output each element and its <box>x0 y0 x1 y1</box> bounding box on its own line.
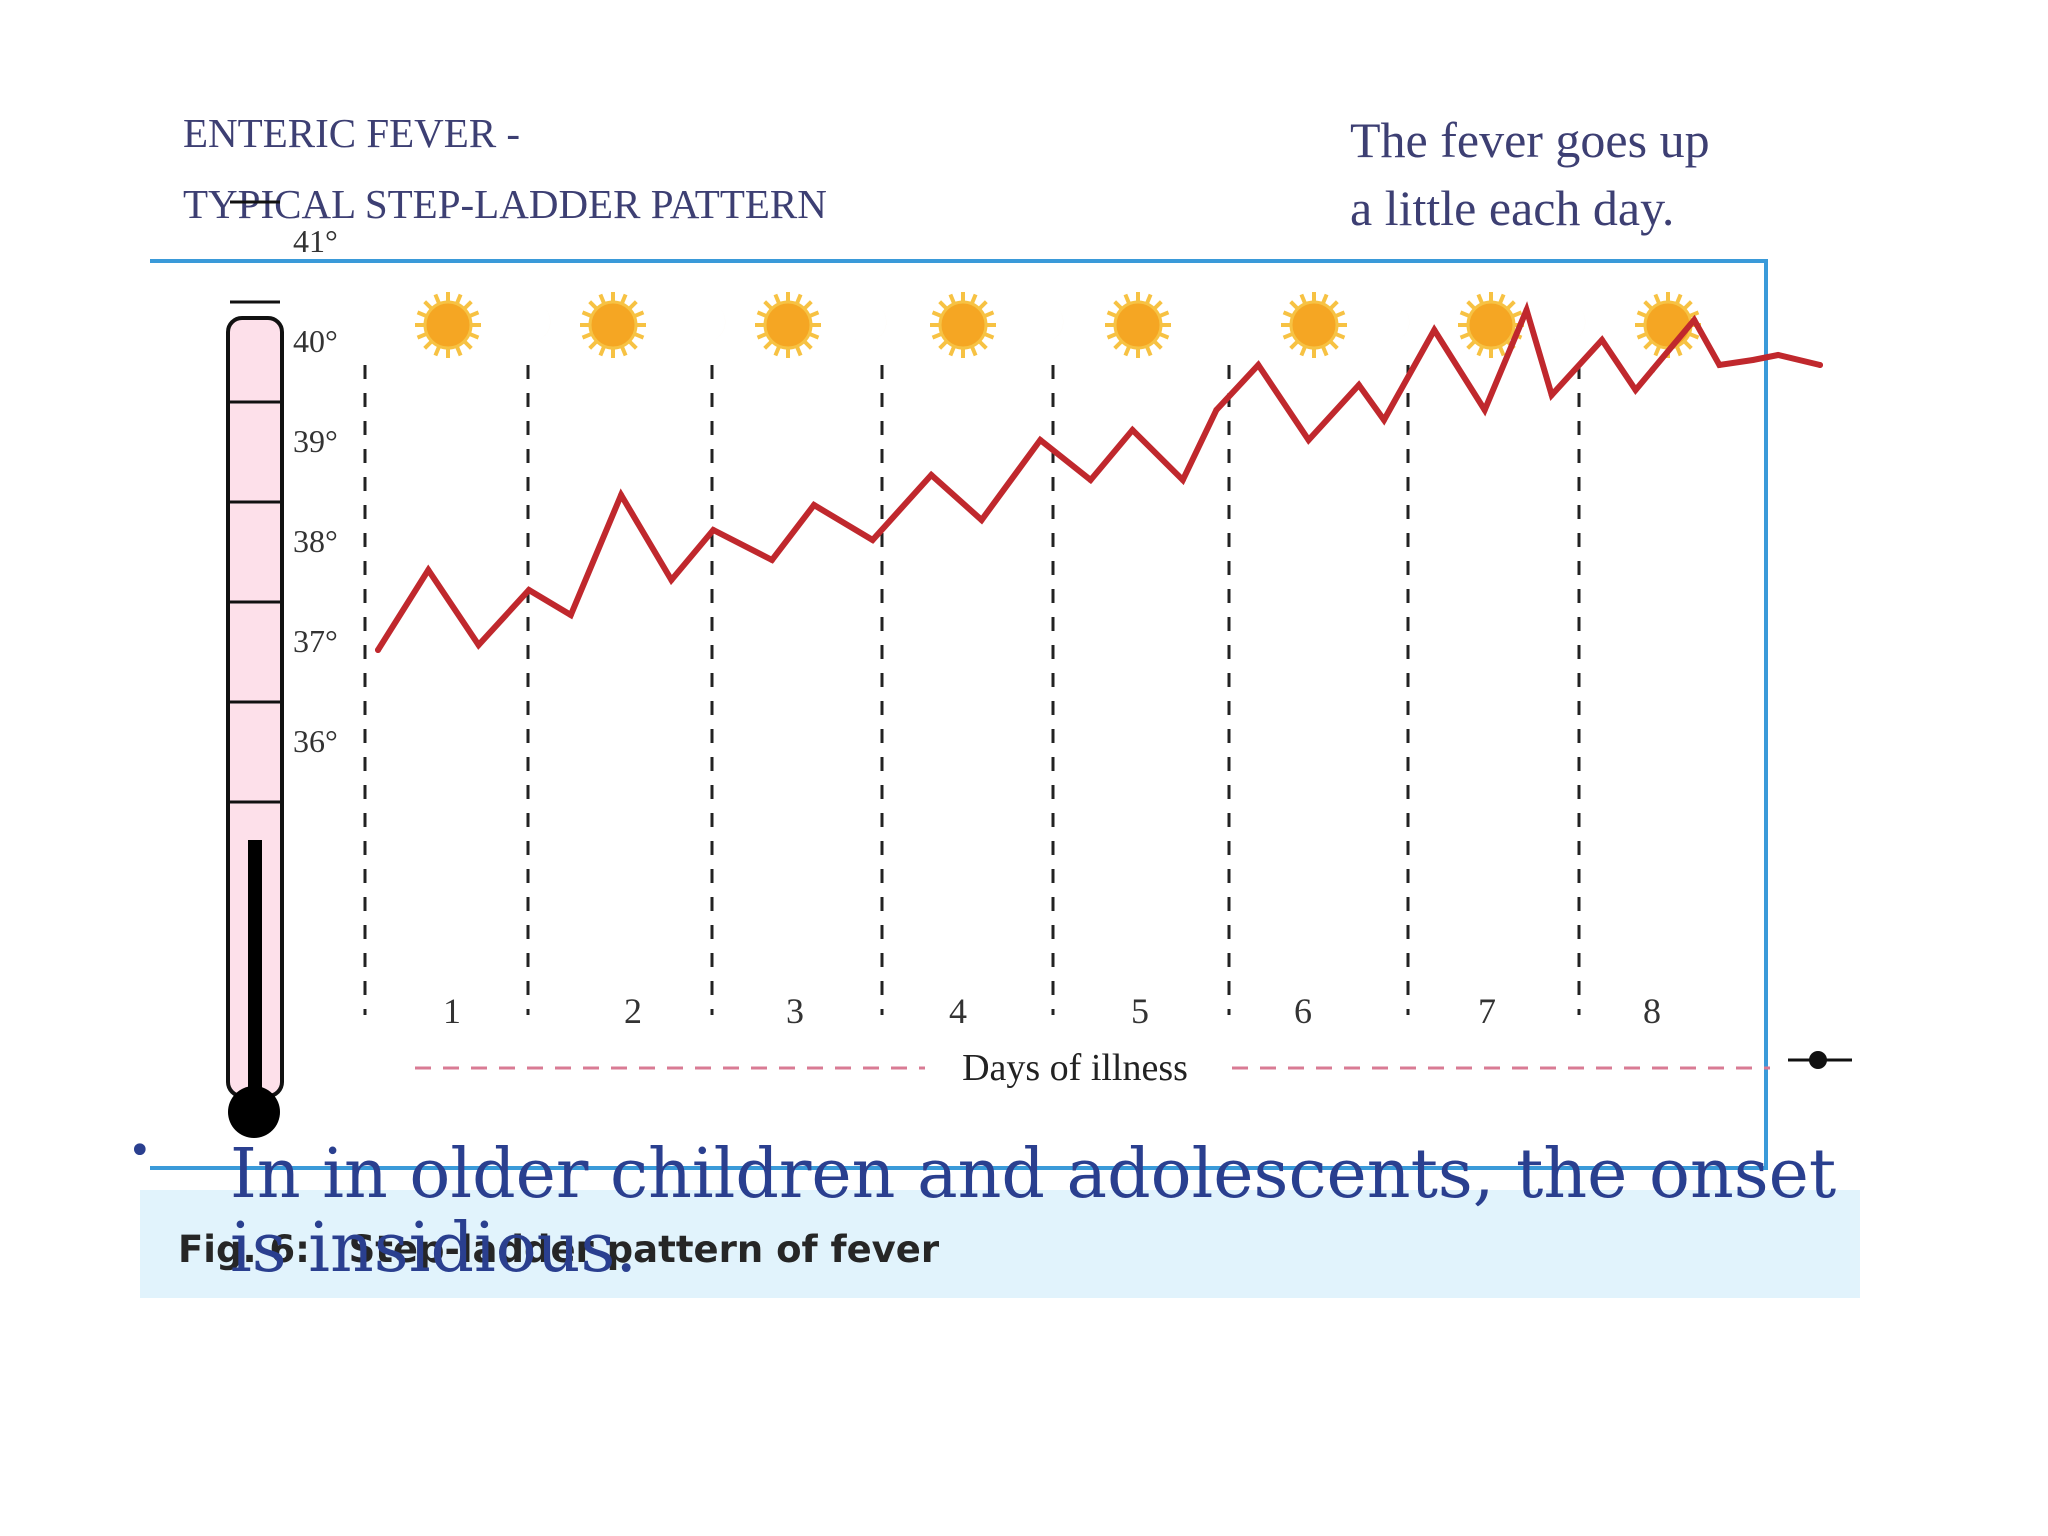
fever-point <box>1523 307 1530 313</box>
fever-point <box>769 557 776 563</box>
figure-title-line2: TYPICAL STEP-LADDER PATTERN <box>183 181 827 227</box>
moon-icon <box>1032 305 1064 343</box>
sun-icon <box>580 292 646 358</box>
moon-icon <box>1204 305 1236 343</box>
fever-point <box>1305 437 1312 443</box>
y-tick-label: 40° <box>293 323 338 359</box>
moon-icon <box>1378 305 1410 343</box>
x-tick-label: 3 <box>786 991 804 1031</box>
y-tick-label: 38° <box>293 523 338 559</box>
moon-icon <box>519 305 551 343</box>
moon-icon <box>1554 305 1586 343</box>
fever-point <box>375 647 381 653</box>
fever-point <box>1255 362 1262 368</box>
x-tick-label: 2 <box>624 991 642 1031</box>
fever-point <box>1649 367 1656 373</box>
fever-point <box>1817 362 1823 368</box>
x-tick-label: 5 <box>1131 991 1149 1031</box>
fever-point <box>1691 317 1698 323</box>
thermometer-bulb <box>228 1086 280 1138</box>
fever-point <box>1599 337 1606 343</box>
fever-series <box>375 301 1823 653</box>
fever-point <box>1129 427 1136 433</box>
x-axis-label: Days of illness <box>962 1047 1188 1089</box>
x-tick-label: 7 <box>1478 991 1496 1031</box>
fever-point <box>567 612 574 618</box>
fever-point <box>1775 352 1782 358</box>
sun-icon <box>415 292 481 358</box>
thermometer-mercury <box>248 840 262 1090</box>
x-tick-label: 6 <box>1294 991 1312 1031</box>
y-tick-label: 37° <box>293 623 338 659</box>
moon-icon <box>694 305 726 343</box>
figure-note-line2: a little each day. <box>1350 180 1674 236</box>
fever-point <box>1632 387 1639 393</box>
sun-icon <box>1635 292 1701 358</box>
sun-icon <box>1105 292 1171 358</box>
x-tick-labels: 1 2 3 4 5 6 7 8 <box>443 991 1661 1031</box>
fever-point <box>475 642 482 648</box>
thermometer-scale-lines <box>230 200 280 804</box>
fever-point <box>1037 437 1044 443</box>
caption-band <box>140 1190 1860 1298</box>
x-tick-label: 1 <box>443 991 461 1031</box>
day-divider-lines <box>363 365 1581 1015</box>
fever-point <box>1431 327 1438 333</box>
fever-point <box>1716 362 1723 368</box>
fever-point <box>425 567 432 573</box>
x-tick-label: 8 <box>1643 991 1661 1031</box>
y-tick-labels: 41° 40° 39° 38° 37° 36° <box>293 223 338 759</box>
fever-point <box>618 492 625 498</box>
thermometer <box>226 200 284 1138</box>
fever-point <box>978 517 985 523</box>
sun-icon <box>755 292 821 358</box>
x-tick-label: 4 <box>949 991 967 1031</box>
sun-icon <box>1458 292 1524 358</box>
y-tick-label: 41° <box>293 223 338 259</box>
fever-point <box>1213 407 1220 413</box>
fever-point <box>1179 477 1186 483</box>
fever-point <box>1548 392 1555 398</box>
moon-icon <box>855 305 887 343</box>
day-night-icons <box>415 292 1701 358</box>
axis-arrow-dot <box>1809 1051 1827 1069</box>
fever-point <box>710 527 717 533</box>
y-tick-label: 36° <box>293 723 338 759</box>
figure-note-line1: The fever goes up <box>1350 112 1710 168</box>
bullet-text: In in older children and adolescents, th… <box>230 1135 1837 1288</box>
fever-line <box>375 301 1823 653</box>
figure-title-line1: ENTERIC FEVER - <box>183 110 520 156</box>
fever-point <box>810 502 817 508</box>
bullet-symbol: • <box>128 1128 152 1174</box>
fever-point <box>1481 407 1488 413</box>
fever-point <box>525 587 532 593</box>
fever-point <box>1749 357 1756 363</box>
fever-point <box>668 577 675 583</box>
fever-point <box>1381 417 1388 423</box>
figure-caption: Fig. 6: Step-ladder pattern of fever <box>178 1228 940 1271</box>
fever-point <box>928 472 935 478</box>
sun-icon <box>1281 292 1347 358</box>
fever-point <box>869 537 876 543</box>
sun-icon <box>930 292 996 358</box>
fever-point <box>1087 477 1094 483</box>
fever-point <box>1355 382 1362 388</box>
y-tick-label: 39° <box>293 423 338 459</box>
